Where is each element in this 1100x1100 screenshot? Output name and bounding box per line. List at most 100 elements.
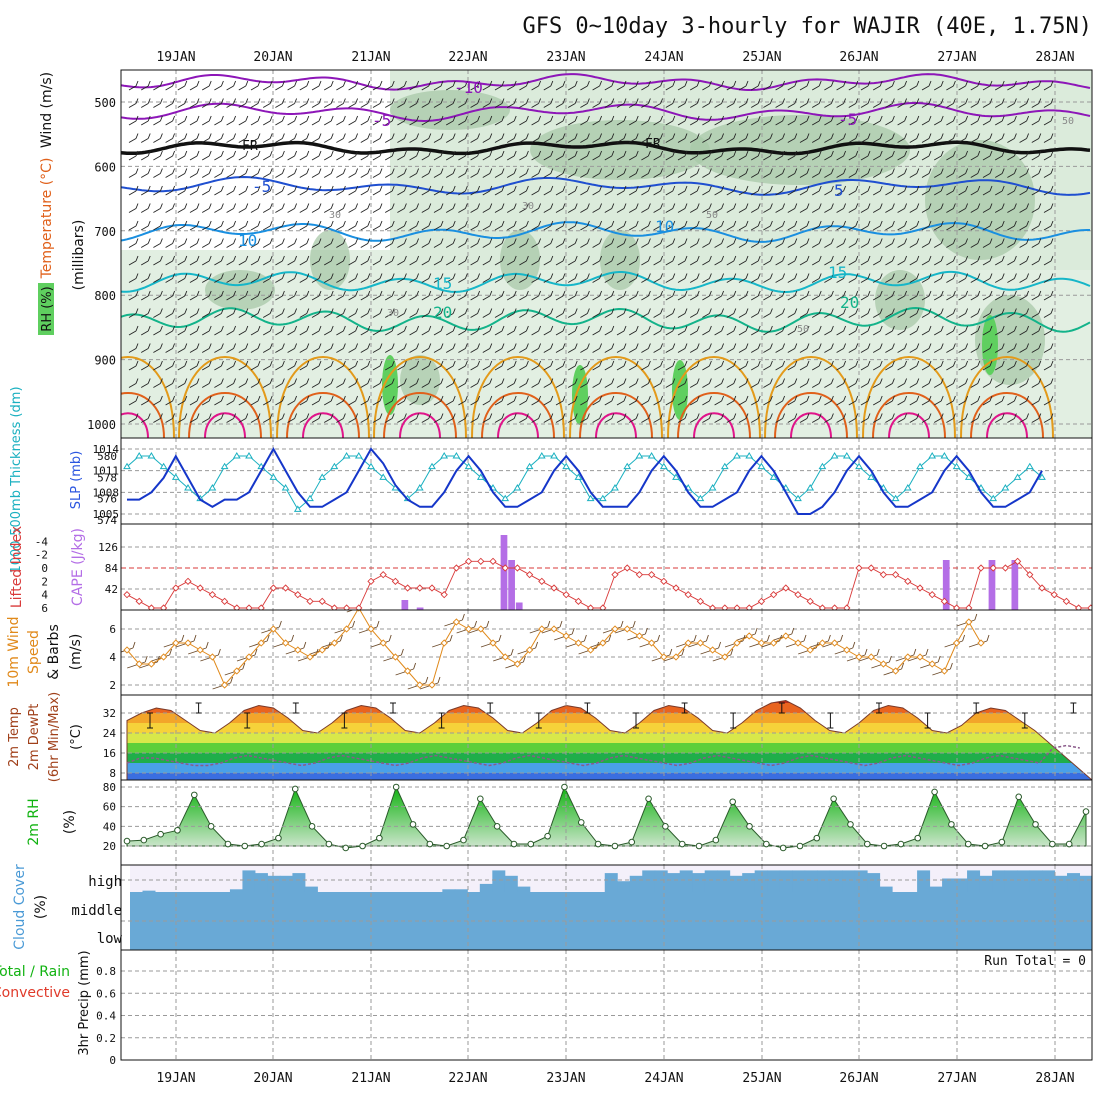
wind-barb (397, 273, 407, 283)
rh-point (460, 836, 467, 844)
wind-barb (409, 378, 420, 388)
wind-barb (128, 168, 139, 178)
wind-barb (592, 115, 603, 126)
wind-barb (262, 360, 273, 371)
lifted-index-point (501, 564, 509, 572)
upper-air-panel: -10-5 -5FR FR-5 510101515202030303050505050… (87, 69, 1093, 439)
wind-barb (506, 168, 517, 178)
wind-barb (580, 290, 590, 301)
wind-barb (445, 238, 456, 248)
lifted-index-point (879, 571, 888, 579)
lifted-index-point (904, 577, 912, 585)
wind-barb (763, 238, 773, 248)
wind-barb (506, 203, 517, 213)
wind-barb (470, 185, 481, 196)
wind-barb (885, 308, 895, 318)
wind-barb (616, 80, 627, 91)
wind-barb (958, 395, 969, 406)
minmax-bar (292, 702, 299, 714)
wind-barb (763, 395, 773, 406)
wind-barb (994, 360, 1005, 371)
wind-barb (189, 255, 200, 266)
wind-barb (470, 273, 481, 283)
wind-barb (372, 168, 383, 178)
date-tick-label: 25JAN (742, 1071, 781, 1086)
wind-barb (250, 343, 261, 353)
wind-barb (153, 168, 163, 178)
wind-barb (238, 115, 249, 126)
wind-barb (299, 378, 310, 388)
wind-barb (798, 641, 819, 655)
lifted-index-point (513, 564, 522, 572)
wind-barb (275, 133, 285, 143)
wind-speed-point (330, 639, 339, 647)
wind-barb (982, 203, 993, 213)
wind-barb (665, 360, 676, 371)
wind-barb (763, 203, 773, 213)
wind-axis-label: 10m Wind (6, 616, 22, 687)
wind-barb (872, 360, 883, 371)
wind-barb (714, 273, 725, 283)
wind-barb (714, 168, 725, 178)
wind-barb (970, 325, 981, 336)
wind-barb (580, 343, 590, 353)
wind-barb (592, 413, 603, 423)
wind-barb (799, 185, 810, 196)
wind-barb (628, 220, 639, 231)
wind-barb (555, 378, 566, 388)
wind-barb (165, 290, 176, 301)
wind-barb (506, 115, 517, 126)
thickness-point (269, 473, 278, 480)
wind-barb (1031, 308, 1042, 318)
wind-barb (872, 238, 883, 248)
wind-barb (848, 308, 859, 318)
wind-speed-point (855, 653, 863, 661)
wind-barb (555, 255, 566, 266)
lifted-index-point (1050, 591, 1058, 599)
wind-barb (458, 395, 468, 406)
wind-speed-point (318, 646, 326, 654)
wind-barb (933, 273, 944, 283)
wind-barb (628, 168, 639, 178)
wind-barb (677, 343, 688, 353)
wind-speed-point (550, 625, 558, 633)
wind-barb (1019, 360, 1030, 371)
wind-barb (275, 395, 285, 406)
wind-speed-point (147, 660, 156, 668)
thickness-point (598, 494, 607, 502)
wind-barb (811, 308, 822, 318)
wind-barb (555, 273, 566, 283)
date-tick-label: 20JAN (253, 1071, 292, 1086)
wind-barb (775, 360, 786, 371)
wind-barb (860, 360, 871, 371)
y-tick-label: 1014 (93, 443, 120, 456)
wind-barb (409, 325, 420, 336)
thickness-point (513, 484, 522, 491)
wind-barb (543, 395, 554, 406)
wind-barb (311, 308, 322, 318)
wind-barb (604, 413, 615, 423)
lifted-index-axis-label: Lifted Index (9, 526, 25, 608)
wind-barb (421, 80, 432, 91)
wind-barb (958, 220, 969, 231)
wind-barb (702, 395, 712, 406)
wind-barb (592, 395, 603, 406)
wind-barb (787, 360, 798, 371)
wind-barb (531, 150, 542, 161)
wind-barb (519, 360, 529, 371)
wind-barb (397, 203, 407, 213)
wind-barb (323, 80, 334, 91)
wind-barb (775, 255, 786, 266)
y-tick-label: 1011 (93, 465, 120, 478)
wind-barb (238, 290, 249, 301)
wind-barb (580, 308, 590, 318)
wind-barb (1007, 115, 1017, 126)
wind-barb (726, 378, 737, 388)
wind-barb (970, 360, 981, 371)
wind-barb (348, 290, 359, 301)
wind-speed-point (745, 632, 753, 640)
wind-barb (238, 203, 249, 213)
wind-barb (407, 676, 429, 690)
wind-barb (750, 360, 761, 371)
thickness-point (306, 494, 314, 502)
